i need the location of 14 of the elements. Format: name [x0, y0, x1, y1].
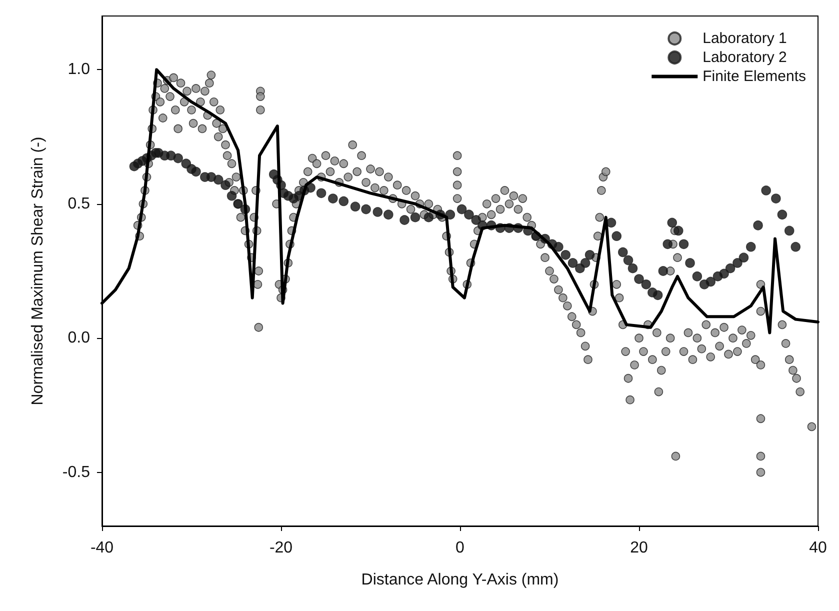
x-tick-label: 0	[456, 540, 465, 556]
y-axis-title: Normalised Maximum Shear Strain (-)	[30, 136, 46, 406]
legend-label: Finite Elements	[702, 68, 806, 85]
x-tick-label: 40	[809, 540, 827, 556]
x-tick-label: 20	[630, 540, 648, 556]
x-tick-label: -20	[269, 540, 293, 556]
y-tick-label: 1.0	[68, 61, 90, 78]
x-axis-title: Distance Along Y-Axis (mm)	[361, 572, 559, 588]
legend-label: Laboratory 2	[702, 49, 787, 66]
y-tick-label: 0.5	[68, 195, 90, 212]
x-tick-label: -40	[90, 540, 114, 556]
y-tick-label: 0.0	[68, 330, 90, 347]
legend-label: Laboratory 1	[702, 30, 787, 47]
y-tick-label: -0.5	[62, 464, 90, 481]
